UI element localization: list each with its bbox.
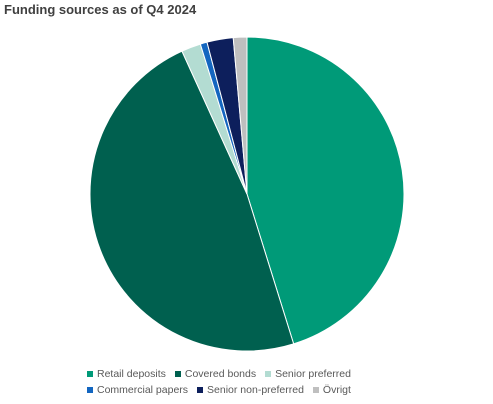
legend-label: Övrigt [322,384,351,396]
legend-label: Retail deposits [97,368,166,380]
legend-swatch [87,387,93,393]
legend-label: Commercial papers [97,384,189,396]
legend-label: Senior non-preferred [207,384,304,396]
legend-swatch [312,387,319,393]
legend-swatch [174,371,181,377]
legend-label: Covered bonds [184,368,257,380]
legend-swatch [197,387,204,393]
legend-item-commercial-papers: Commercial papers [87,384,188,396]
legend-swatch [87,371,93,377]
legend-item-senior-non-preferred: Senior non-preferred [197,384,304,396]
pie-slice-retail-deposits [246,36,405,345]
legend-row: Retail deposits Covered bonds Senior pre… [87,366,417,382]
legend-swatch [265,371,272,377]
pie-slice-ovrigt [232,36,248,195]
legend-item-retail-deposits: Retail deposits [87,368,166,380]
pie-slice-covered-bonds [89,50,295,352]
legend-item-senior-preferred: Senior preferred [265,368,351,380]
legend-item-covered-bonds: Covered bonds [174,368,257,380]
legend: Retail deposits Covered bonds Senior pre… [87,366,417,398]
legend-item-ovrigt: Övrigt [312,384,351,396]
chart-title: Funding sources as of Q4 2024 [4,2,197,17]
pie-chart [89,36,405,352]
legend-label: Senior preferred [275,368,351,380]
legend-row: Commercial papers Senior non-preferred Ö… [87,382,417,398]
